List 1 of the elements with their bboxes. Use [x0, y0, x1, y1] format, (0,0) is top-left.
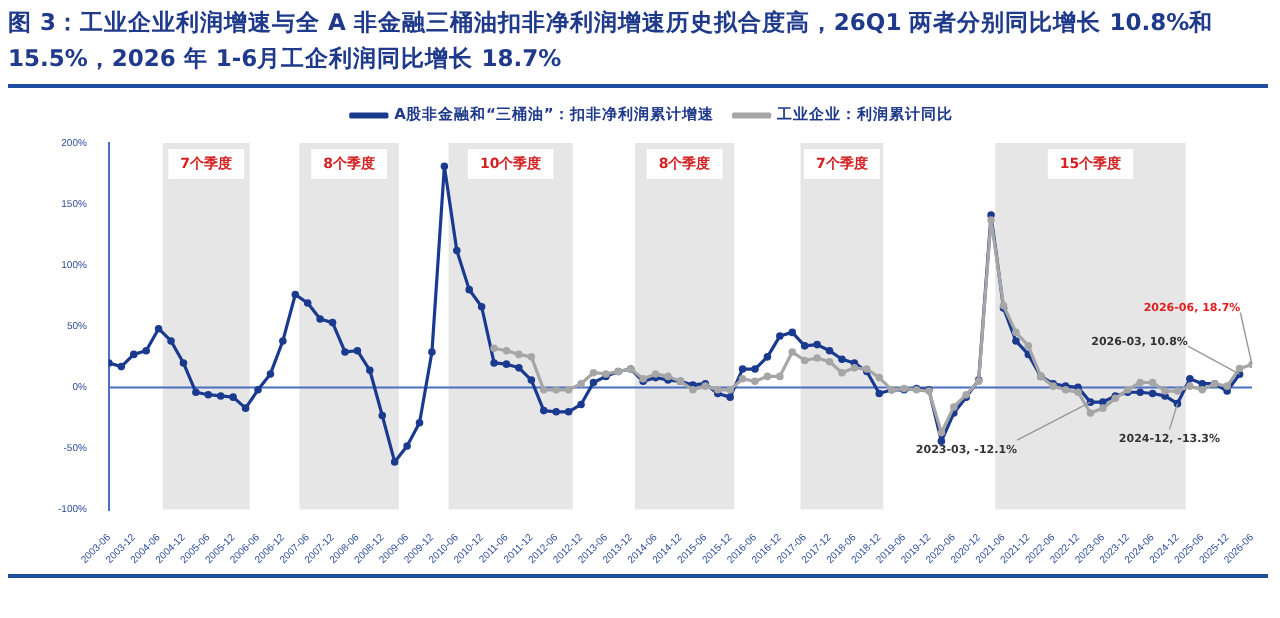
chart-title: 图 3：工业企业利润增速与全 A 非金融三桶油扣非净利润增速历史拟合度高，26Q1 两者分别同比增长 10.8%和 15.5%，2026 年 1-6月工企利润同比增长 18.7% [8, 6, 1216, 76]
